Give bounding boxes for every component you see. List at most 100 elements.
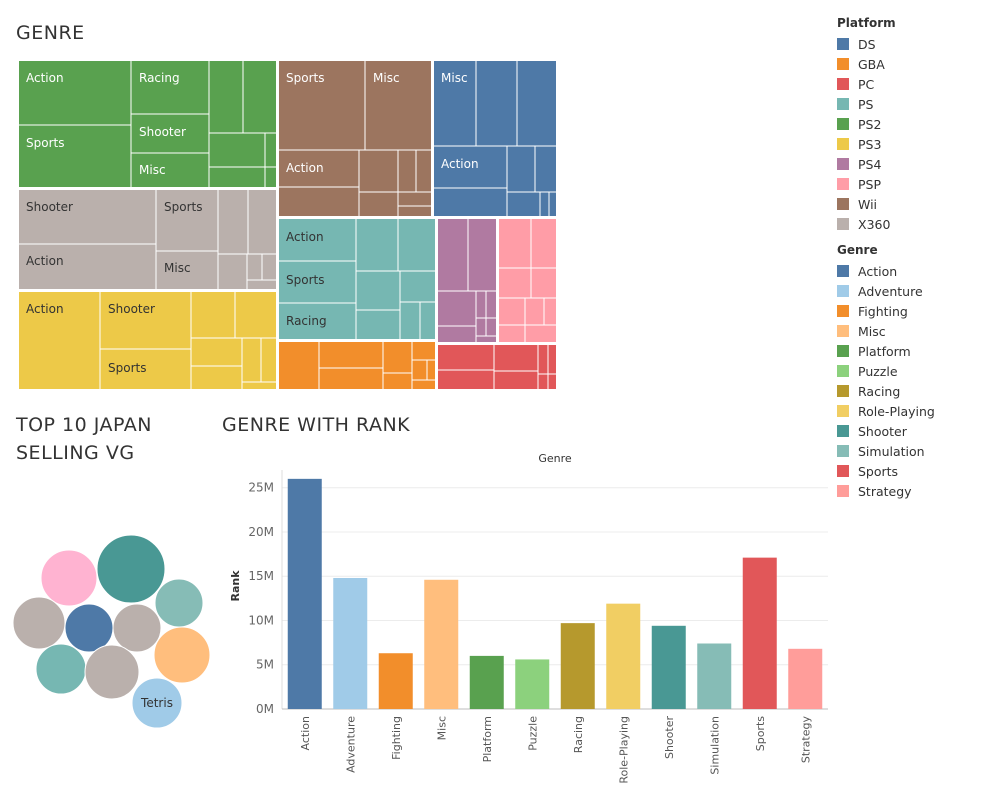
treemap-platform-psp[interactable] [497, 217, 558, 344]
bar-adventure[interactable] [333, 577, 368, 709]
bubble[interactable] [96, 534, 166, 604]
platform-legend-item[interactable]: X360 [837, 214, 896, 234]
bubble[interactable] [131, 677, 183, 729]
bar-fighting[interactable] [378, 653, 413, 709]
genre-legend-item[interactable]: Role-Playing [837, 401, 935, 421]
treemap-cell[interactable] [436, 217, 469, 292]
legend-swatch [837, 38, 849, 50]
genre-title: GENRE [16, 22, 85, 44]
top10-title-line2: SELLING VG [16, 442, 135, 464]
treemap-cell[interactable] [277, 302, 357, 341]
treemap-platform-pc[interactable] [436, 343, 558, 391]
treemap-cell[interactable] [432, 59, 477, 147]
bubble[interactable] [112, 603, 162, 653]
treemap-cell[interactable] [190, 290, 236, 339]
bar-platform[interactable] [469, 655, 504, 709]
bar-sports[interactable] [742, 557, 777, 709]
treemap-cell[interactable] [190, 337, 243, 367]
treemap-cell-label: Sports [26, 136, 64, 150]
genre-legend-item[interactable]: Sports [837, 461, 935, 481]
platform-legend-item[interactable]: PC [837, 74, 896, 94]
legend-label: Platform [858, 343, 911, 359]
treemap-cell-label: Sports [108, 361, 146, 375]
platform-legend-item[interactable]: PS [837, 94, 896, 114]
legend-label: Puzzle [858, 363, 898, 379]
platform-legend-item[interactable]: GBA [837, 54, 896, 74]
treemap-cell[interactable] [17, 188, 157, 245]
treemap-cell[interactable] [436, 343, 495, 371]
legend-label: PS3 [858, 136, 882, 152]
treemap-cell[interactable] [208, 132, 266, 168]
genre-legend-item[interactable]: Fighting [837, 301, 935, 321]
treemap-platform-wii[interactable]: Sports Misc Action [277, 59, 433, 218]
bar-action[interactable] [287, 478, 322, 709]
legend-swatch [837, 265, 849, 277]
genre-legend-item[interactable]: Platform [837, 341, 935, 361]
y-tick-label: 20M [248, 525, 274, 539]
treemap-cell[interactable] [399, 270, 437, 303]
bubble[interactable] [153, 626, 211, 684]
treemap-cell[interactable] [277, 186, 360, 218]
genre-legend-item[interactable]: Simulation [837, 441, 935, 461]
treemap-cell[interactable] [475, 59, 518, 147]
treemap-cell[interactable] [277, 260, 357, 304]
treemap-cell[interactable] [277, 217, 357, 262]
treemap-platform-ds[interactable]: Misc Action [432, 59, 558, 218]
genre-legend-item[interactable]: Puzzle [837, 361, 935, 381]
bar-misc[interactable] [424, 579, 459, 709]
x-tick-label: Shooter [663, 716, 676, 759]
legend-label: PS [858, 96, 874, 112]
treemap-cell[interactable] [242, 59, 278, 134]
bubble[interactable] [12, 596, 66, 650]
genre-legend-item[interactable]: Shooter [837, 421, 935, 441]
treemap-platform-gba[interactable] [277, 340, 437, 391]
legend-label: Sports [858, 463, 899, 479]
bubble[interactable] [84, 644, 140, 700]
bar-simulation[interactable] [697, 643, 732, 709]
legend-swatch [837, 425, 849, 437]
treemap-cell[interactable] [530, 267, 558, 299]
platform-legend-item[interactable]: DS [837, 34, 896, 54]
genre-legend-item[interactable]: Adventure [837, 281, 935, 301]
treemap-cell[interactable] [516, 59, 558, 147]
platform-legend-item[interactable]: PSP [837, 174, 896, 194]
treemap-cell[interactable] [130, 152, 210, 189]
treemap-platform-ps2[interactable]: Action Racing Sports Shooter Misc [17, 59, 278, 189]
treemap-cell[interactable] [530, 217, 558, 269]
treemap-cell[interactable] [467, 217, 498, 292]
bar-puzzle[interactable] [515, 659, 550, 709]
y-tick-label: 25M [248, 481, 274, 495]
bar-shooter[interactable] [651, 625, 686, 709]
treemap-cell[interactable] [355, 270, 401, 311]
genre-legend-item[interactable]: Action [837, 261, 935, 281]
legend-label: Simulation [858, 443, 925, 459]
platform-legend-item[interactable]: Wii [837, 194, 896, 214]
x-tick-label: Adventure [344, 716, 357, 773]
genre-legend-item[interactable]: Racing [837, 381, 935, 401]
bubble[interactable] [40, 549, 98, 607]
legend-swatch [837, 385, 849, 397]
treemap-platform-ps[interactable]: Action Sports Racing [277, 217, 437, 341]
bar-role-playing[interactable] [606, 603, 641, 709]
platform-legend-item[interactable]: PS3 [837, 134, 896, 154]
genre-legend-item[interactable]: Strategy [837, 481, 935, 501]
bar-strategy[interactable] [788, 648, 823, 709]
treemap-cell-label: Racing [286, 314, 327, 328]
treemap-cell[interactable] [190, 365, 243, 391]
legend-swatch [837, 465, 849, 477]
legend-swatch [837, 405, 849, 417]
treemap-cell[interactable] [506, 145, 536, 193]
platform-legend-item[interactable]: PS4 [837, 154, 896, 174]
platform-legend-item[interactable]: PS2 [837, 114, 896, 134]
legend-label: PS4 [858, 156, 882, 172]
x-tick-label: Role-Playing [617, 716, 630, 784]
treemap-cell[interactable] [277, 149, 360, 188]
genre-legend-item[interactable]: Misc [837, 321, 935, 341]
treemap-cell[interactable] [355, 309, 401, 341]
treemap-cell-label: Action [26, 71, 64, 85]
treemap-cell[interactable] [397, 217, 437, 272]
bar-racing[interactable] [560, 623, 595, 709]
